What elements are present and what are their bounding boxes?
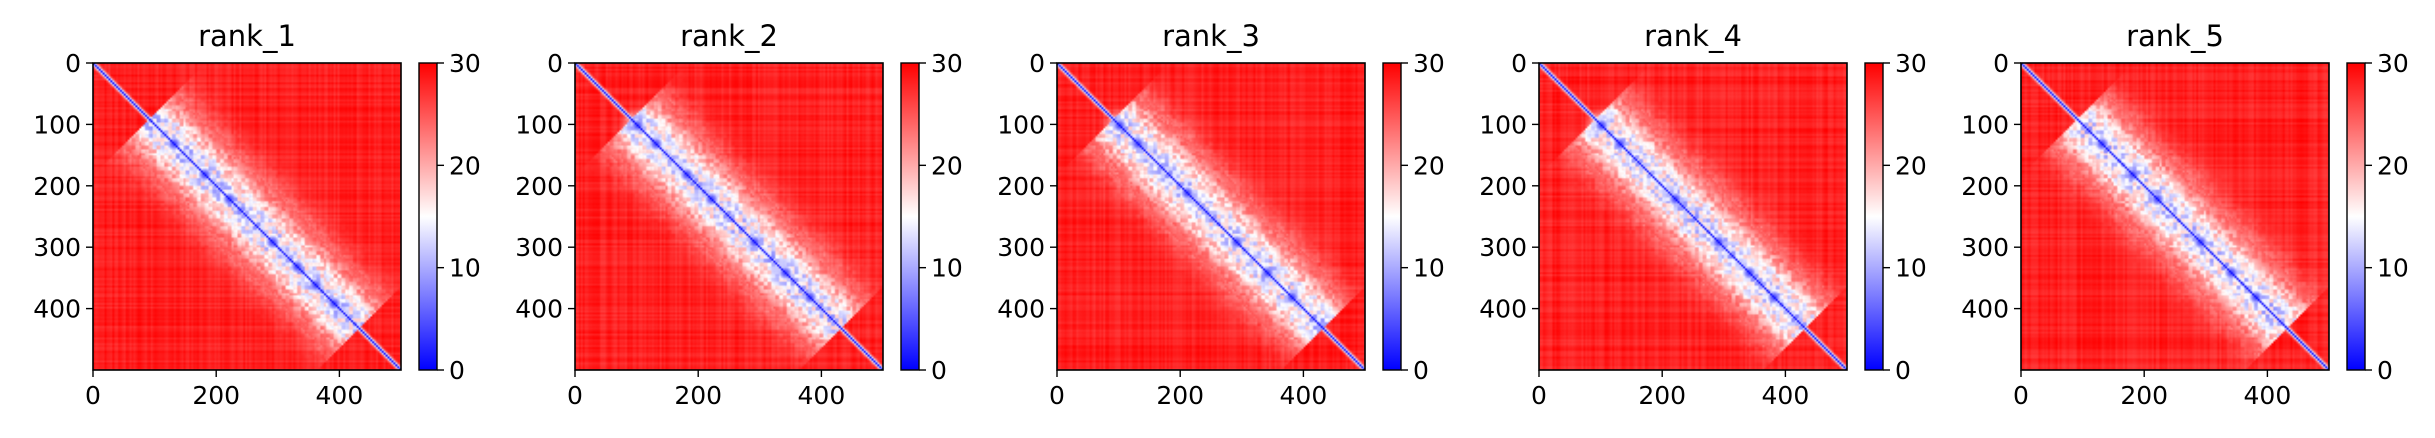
x-tick-label: 400 <box>2244 381 2292 410</box>
y-tick-label: 300 <box>515 233 563 262</box>
heatmap-panel-4: rank_4 0 200 400 0 100 200 300 400 0 10 20 30 <box>1479 19 1927 410</box>
colorbar-tick-label: 20 <box>2377 151 2409 180</box>
heatmap-panel-3: rank_3 0 200 400 0 100 200 300 400 0 10 20 30 <box>997 19 1445 410</box>
axes-frame <box>2020 62 2330 371</box>
y-tick-label: 0 <box>1029 49 1045 78</box>
heatmap-panel-1: rank_1 0 200 400 0 100 200 300 400 0 10 20 30 <box>33 19 481 410</box>
y-tick-label: 200 <box>1479 172 1527 201</box>
x-tick-label: 200 <box>674 381 722 410</box>
colorbar-tick-label: 30 <box>449 49 481 78</box>
x-tick-label: 400 <box>1280 381 1328 410</box>
y-tick-label: 300 <box>1961 233 2009 262</box>
colorbar <box>2346 62 2366 371</box>
y-tick-label: 400 <box>1479 295 1527 324</box>
colorbar <box>900 62 920 371</box>
y-tick-label: 0 <box>65 49 81 78</box>
heatmap-panel-2: rank_2 0 200 400 0 100 200 300 400 0 10 20 30 <box>515 19 963 410</box>
colorbar <box>418 62 438 371</box>
y-tick-label: 200 <box>997 172 1045 201</box>
axes-frame <box>1056 62 1366 371</box>
colorbar-tick-label: 10 <box>931 254 963 283</box>
x-tick-label: 200 <box>1156 381 1204 410</box>
x-tick-label: 0 <box>1049 381 1065 410</box>
colorbar-tick-label: 20 <box>931 151 963 180</box>
x-tick-label: 0 <box>85 381 101 410</box>
y-tick-label: 100 <box>997 110 1045 139</box>
x-tick-label: 0 <box>2013 381 2029 410</box>
colorbar-tick-label: 10 <box>2377 254 2409 283</box>
y-tick-label: 400 <box>1961 295 2009 324</box>
y-tick-label: 200 <box>33 172 81 201</box>
colorbar <box>1864 62 1884 371</box>
panel-title: rank_3 <box>1162 19 1260 53</box>
x-tick-label: 200 <box>192 381 240 410</box>
heatmap-image <box>2021 63 2329 370</box>
y-tick-label: 100 <box>515 110 563 139</box>
y-tick-label: 400 <box>997 295 1045 324</box>
y-tick-label: 100 <box>1479 110 1527 139</box>
axes-frame <box>92 62 402 371</box>
colorbar-tick-label: 0 <box>449 356 465 385</box>
axes-frame <box>574 62 884 371</box>
colorbar <box>1382 62 1402 371</box>
y-tick-label: 400 <box>515 295 563 324</box>
colorbar-tick-label: 30 <box>1413 49 1445 78</box>
y-tick-label: 100 <box>1961 110 2009 139</box>
axes-frame <box>1538 62 1848 371</box>
colorbar-tick-label: 0 <box>931 356 947 385</box>
colorbar-tick-label: 20 <box>1413 151 1445 180</box>
x-tick-label: 0 <box>1531 381 1547 410</box>
x-tick-label: 200 <box>1638 381 1686 410</box>
panel-title: rank_4 <box>1644 19 1742 53</box>
y-tick-label: 300 <box>997 233 1045 262</box>
y-tick-label: 400 <box>33 295 81 324</box>
heatmap-image <box>1539 63 1847 370</box>
panel-title: rank_5 <box>2126 19 2224 53</box>
heatmap-panel-5: rank_5 0 200 400 0 100 200 300 400 0 10 20 30 <box>1961 19 2409 410</box>
colorbar-tick-label: 0 <box>1413 356 1429 385</box>
y-tick-label: 0 <box>1511 49 1527 78</box>
y-tick-label: 300 <box>33 233 81 262</box>
y-tick-label: 300 <box>1479 233 1527 262</box>
y-tick-label: 200 <box>515 172 563 201</box>
panel-title: rank_2 <box>680 19 778 53</box>
colorbar-tick-label: 0 <box>2377 356 2393 385</box>
y-tick-label: 200 <box>1961 172 2009 201</box>
x-tick-label: 0 <box>567 381 583 410</box>
colorbar-tick-label: 20 <box>1895 151 1927 180</box>
y-tick-label: 0 <box>1993 49 2009 78</box>
x-tick-label: 400 <box>1762 381 1810 410</box>
heatmap-image <box>1057 63 1365 370</box>
heatmap-image <box>575 63 883 370</box>
colorbar-tick-label: 30 <box>2377 49 2409 78</box>
heatmap-image <box>93 63 401 370</box>
colorbar-tick-label: 30 <box>1895 49 1927 78</box>
colorbar-tick-label: 10 <box>1413 254 1445 283</box>
colorbar-tick-label: 10 <box>449 254 481 283</box>
colorbar-tick-label: 30 <box>931 49 963 78</box>
colorbar-tick-label: 10 <box>1895 254 1927 283</box>
colorbar-tick-label: 0 <box>1895 356 1911 385</box>
colorbar-tick-label: 20 <box>449 151 481 180</box>
x-tick-label: 400 <box>316 381 364 410</box>
y-tick-label: 0 <box>547 49 563 78</box>
x-tick-label: 400 <box>798 381 846 410</box>
y-tick-label: 100 <box>33 110 81 139</box>
x-tick-label: 200 <box>2120 381 2168 410</box>
panel-title: rank_1 <box>198 19 296 53</box>
